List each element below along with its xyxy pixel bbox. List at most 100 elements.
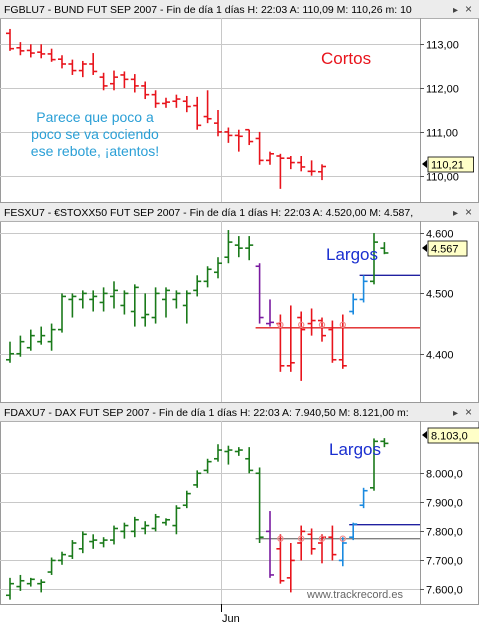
price-tick-label: 4.500 (426, 289, 454, 301)
price-tick-label: 111,00 (426, 128, 458, 140)
ohlc-bar (120, 71, 129, 89)
ohlc-bar (182, 290, 191, 324)
last-value-pointer (422, 160, 427, 168)
ohlc-bar (16, 335, 25, 357)
month-label: Jun (222, 613, 240, 625)
ohlc-bar (110, 525, 118, 545)
panel-menu-icon[interactable]: ▸ (453, 408, 458, 419)
ohlc-bar (6, 28, 14, 51)
ohlc-bar (58, 551, 66, 565)
ohlc-bar (110, 70, 118, 91)
panel-stoxx: FESXU7 - €STOXX50 FUT SEP 2007 - Fin de … (0, 203, 479, 403)
ohlc-bar (255, 263, 264, 324)
price-tick-label: 7.600,0 (426, 585, 463, 597)
ohlc-bar (151, 287, 160, 324)
ohlc-bar (380, 438, 389, 448)
ohlc-bar (193, 96, 202, 130)
ohlc-bar (193, 470, 202, 488)
level-marker (277, 535, 284, 542)
signal-label: Cortos (321, 49, 371, 68)
last-value-pointer (422, 431, 427, 439)
ohlc-bar (266, 151, 274, 165)
watermark-text: www.trackrecord.es (306, 589, 403, 601)
ohlc-bar (234, 236, 243, 258)
last-value-box (427, 156, 474, 173)
last-value-label: 8.103,0 (431, 431, 468, 443)
ohlc-bar (172, 290, 181, 309)
ohlc-bar (120, 522, 129, 539)
price-tick-label: 7.700,0 (426, 556, 463, 568)
ohlc-bar (141, 81, 150, 100)
ohlc-bar (99, 72, 108, 91)
ohlc-bar (110, 281, 118, 309)
annotation-text: poco se va cociendo (31, 126, 159, 142)
price-tick-label: 113,00 (426, 40, 459, 52)
ohlc-bar (120, 290, 129, 315)
level-marker (339, 535, 346, 542)
ohlc-bar (203, 266, 212, 288)
ohlc-bar (297, 311, 306, 381)
ohlc-bar (78, 290, 87, 309)
ohlc-bar (141, 521, 150, 535)
ohlc-bar (307, 160, 316, 176)
ohlc-bar (37, 44, 46, 59)
panel-close-icon[interactable]: × (465, 2, 472, 16)
ohlc-bar (68, 540, 77, 559)
ohlc-bar (214, 257, 222, 279)
ohlc-bar (328, 525, 337, 561)
panel-header-bar (0, 403, 479, 421)
panel-bund: FGBLU7 - BUND FUT SEP 2007 - Fin de día … (0, 0, 479, 203)
ohlc-bar (234, 447, 243, 456)
ohlc-bar (193, 275, 202, 297)
ohlc-bar (203, 458, 212, 474)
ohlc-bar (224, 127, 233, 143)
level-marker (298, 535, 305, 542)
ohlc-bar (214, 110, 222, 137)
last-value-label: 4.567 (431, 244, 459, 256)
ohlc-bar (89, 290, 98, 312)
panel-menu-icon[interactable]: ▸ (453, 5, 458, 16)
ohlc-bar (338, 537, 347, 567)
ohlc-bar (26, 577, 35, 587)
ohlc-bar (276, 534, 285, 584)
last-value-box (427, 427, 479, 444)
ohlc-bar (286, 305, 295, 372)
last-value-box (427, 240, 468, 257)
ohlc-bar (245, 236, 254, 261)
ohlc-bar (78, 531, 87, 554)
ohlc-bar (214, 444, 222, 462)
level-marker (339, 321, 346, 328)
ohlc-bar (224, 230, 233, 264)
ohlc-bar (182, 95, 191, 113)
price-tick-label: 4.600 (426, 229, 454, 241)
ohlc-bar (359, 275, 368, 303)
ohlc-bar (255, 131, 264, 165)
ohlc-bar (47, 323, 56, 351)
panel-header-text: FESXU7 - €STOXX50 FUT SEP 2007 - Fin de … (4, 207, 413, 219)
level-marker (277, 321, 284, 328)
time-axis-bg (0, 605, 479, 626)
ohlc-bar (58, 293, 66, 333)
ohlc-bar (234, 129, 243, 152)
panel-close-icon[interactable]: × (465, 205, 472, 219)
panel-close-icon[interactable]: × (465, 405, 472, 419)
ohlc-bar (68, 293, 77, 318)
level-marker (298, 321, 305, 328)
ohlc-bar (349, 293, 358, 315)
ohlc-bar (297, 525, 306, 561)
ohlc-bar (78, 60, 87, 78)
ohlc-bar (266, 511, 274, 578)
ohlc-bar (99, 537, 108, 548)
ohlc-bar (151, 513, 160, 532)
ohlc-bar (307, 308, 316, 336)
ohlc-bar (359, 487, 368, 509)
ohlc-bar (276, 153, 285, 189)
ohlc-bar (245, 447, 254, 474)
ohlc-bar (370, 233, 378, 285)
panel-header-text: FDAXU7 - DAX FUT SEP 2007 - Fin de día 1… (4, 407, 409, 419)
ohlc-bar (286, 156, 295, 170)
ohlc-bar (47, 48, 56, 62)
panel-menu-icon[interactable]: ▸ (453, 208, 458, 219)
ohlc-bar (286, 543, 295, 593)
